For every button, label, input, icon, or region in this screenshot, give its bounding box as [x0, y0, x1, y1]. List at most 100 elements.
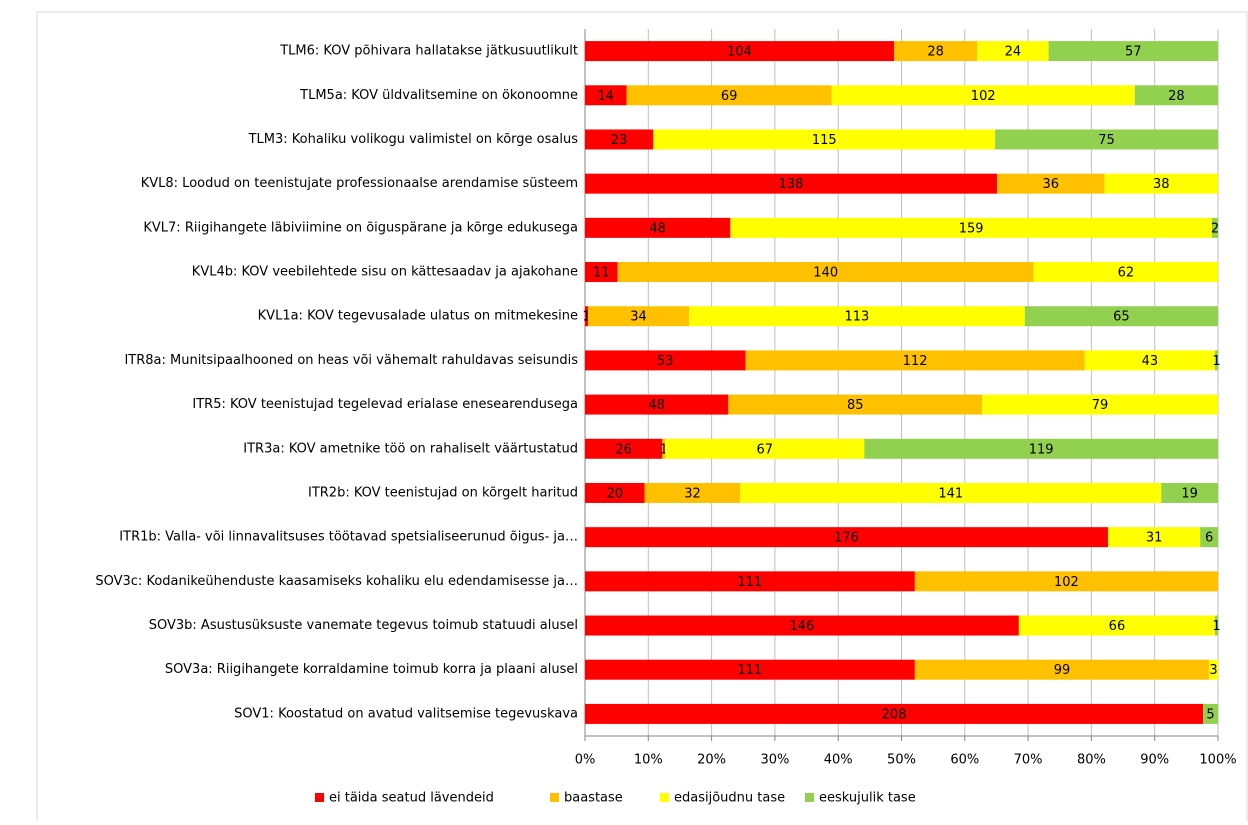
- legend-swatch: [805, 793, 814, 802]
- y-tick-label: TLM6: KOV põhivara hallatakse jätkusuutl…: [279, 44, 578, 59]
- data-label: 104: [727, 45, 752, 60]
- data-label: 99: [1054, 663, 1071, 678]
- bar-segment: [977, 41, 1049, 62]
- data-label: 69: [721, 89, 738, 104]
- bar-segment: [653, 129, 996, 150]
- y-tick-label: SOV3a: Riigihangete korraldamine toimub …: [165, 662, 578, 677]
- y-tick-label: SOV3b: Asustusüksuste vanemate tegevus t…: [149, 618, 578, 633]
- data-label: 146: [790, 619, 815, 634]
- x-tick-label: 100%: [1199, 753, 1236, 768]
- bar-segment: [585, 262, 618, 283]
- data-label: 62: [1118, 266, 1135, 281]
- data-label: 2: [1211, 221, 1219, 236]
- data-label: 23: [611, 133, 628, 148]
- data-label: 176: [834, 531, 859, 546]
- bar-segment: [626, 85, 832, 106]
- bar-segment: [585, 615, 1019, 636]
- data-label: 20: [607, 486, 624, 501]
- bar-segment: [644, 482, 741, 503]
- bar-segment: [617, 262, 1034, 283]
- bar-segment: [1024, 306, 1218, 327]
- data-label: 14: [598, 89, 615, 104]
- y-tick-label: SOV3c: Kodanikeühenduste kaasamiseks koh…: [95, 574, 578, 589]
- data-label: 1: [1212, 354, 1220, 369]
- chart-frame: [36, 11, 1248, 825]
- bar-segment: [585, 438, 663, 459]
- y-tick-label: KVL1a: KOV tegevusalade ulatus on mitmek…: [258, 309, 578, 324]
- bar-segment: [585, 350, 746, 371]
- data-label: 75: [1098, 133, 1115, 148]
- bar-segment: [1033, 262, 1218, 283]
- bar-segment: [995, 129, 1218, 150]
- bar-segment: [914, 659, 1210, 680]
- bar-segment: [585, 129, 654, 150]
- bar-segment: [894, 41, 978, 62]
- data-label: 1: [582, 310, 590, 325]
- data-label: 1: [660, 442, 668, 457]
- bar-segment: [914, 571, 1218, 592]
- y-tick-label: ITR8a: Munitsipaalhooned on heas või väh…: [124, 353, 578, 368]
- data-label: 24: [1005, 45, 1022, 60]
- x-tick-label: 60%: [950, 753, 979, 768]
- data-label: 102: [1054, 575, 1079, 590]
- bar-segment: [585, 41, 895, 62]
- bar-segment: [689, 306, 1025, 327]
- bar-segment: [1211, 217, 1218, 238]
- bar-segment: [1214, 350, 1218, 371]
- y-tick-label: TLM3: Kohaliku volikogu valimistel on kõ…: [248, 132, 579, 147]
- bar-segment: [587, 306, 690, 327]
- bar-segment: [1134, 85, 1218, 106]
- x-tick-label: 10%: [634, 753, 663, 768]
- data-label: 3: [1209, 663, 1217, 678]
- data-label: 79: [1092, 398, 1109, 413]
- y-tick-label: SOV1: Koostatud on avatud valitsemise te…: [234, 706, 578, 721]
- x-tick-label: 20%: [697, 753, 726, 768]
- data-label: 36: [1043, 177, 1060, 192]
- bar-segment: [740, 482, 1162, 503]
- data-label: 140: [813, 266, 838, 281]
- bar-segment: [728, 394, 983, 415]
- bar-segment: [730, 217, 1212, 238]
- data-label: 34: [630, 310, 647, 325]
- data-label: 102: [971, 89, 996, 104]
- bar-segment: [1108, 527, 1201, 548]
- data-label: 28: [927, 45, 944, 60]
- bar-segment: [864, 438, 1218, 459]
- bar-segment: [1048, 41, 1218, 62]
- bar-segment: [585, 527, 1109, 548]
- data-label: 119: [1029, 442, 1054, 457]
- bar-segment: [1084, 350, 1215, 371]
- y-tick-label: KVL8: Loodud on teenistujate professiona…: [141, 176, 578, 191]
- bar-segment: [745, 350, 1085, 371]
- y-tick-label: ITR1b: Valla- või linnavalitsuses töötav…: [119, 530, 578, 545]
- y-tick-label: KVL4b: KOV veebilehtede sisu on kättesaa…: [192, 265, 578, 280]
- data-label: 53: [657, 354, 674, 369]
- data-label: 138: [779, 177, 804, 192]
- x-tick-label: 40%: [824, 753, 853, 768]
- bar-segment: [585, 571, 915, 592]
- data-label: 28: [1168, 89, 1185, 104]
- bar-segment: [1018, 615, 1216, 636]
- bar-segment: [1209, 659, 1218, 680]
- x-tick-label: 90%: [1140, 753, 1169, 768]
- bar-segment: [1200, 527, 1218, 548]
- data-label: 19: [1181, 486, 1198, 501]
- bar-segment: [585, 703, 1204, 724]
- data-label: 111: [738, 575, 763, 590]
- data-label: 6: [1205, 531, 1213, 546]
- y-tick-label: KVL7: Riigihangete läbiviimine on õigusp…: [143, 220, 578, 235]
- y-tick-label: ITR5: KOV teenistujad tegelevad erialase…: [192, 397, 578, 412]
- data-label: 66: [1109, 619, 1126, 634]
- bar-segment: [1203, 703, 1218, 724]
- y-tick-label: TLM5a: KOV üldvalitsemine on ökonoomne: [299, 88, 578, 103]
- data-label: 48: [648, 398, 665, 413]
- bar-segment: [585, 482, 645, 503]
- bar-segment: [585, 306, 588, 327]
- legend-label: eeskujulik tase: [819, 791, 916, 806]
- data-label: 159: [959, 221, 984, 236]
- data-label: 43: [1142, 354, 1159, 369]
- bar-segment: [665, 438, 865, 459]
- data-label: 31: [1146, 531, 1163, 546]
- x-tick-label: 0%: [575, 753, 596, 768]
- bar-segment: [1104, 173, 1218, 194]
